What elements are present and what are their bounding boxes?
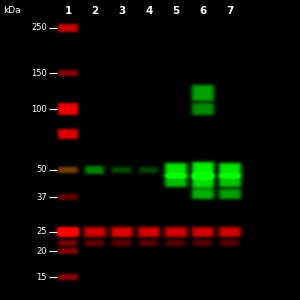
Text: 20: 20 (37, 247, 47, 256)
Text: kDa: kDa (3, 6, 21, 15)
Text: 2: 2 (92, 6, 99, 16)
Text: 3: 3 (118, 6, 126, 16)
Text: 6: 6 (200, 6, 207, 16)
Text: 150: 150 (31, 68, 47, 77)
Text: 7: 7 (226, 6, 234, 16)
Text: 4: 4 (145, 6, 153, 16)
Text: 250: 250 (31, 23, 47, 32)
Text: 1: 1 (64, 6, 72, 16)
Text: 50: 50 (37, 166, 47, 175)
Text: 15: 15 (37, 272, 47, 281)
Text: 37: 37 (36, 193, 47, 202)
Text: 100: 100 (31, 104, 47, 113)
Text: 5: 5 (172, 6, 180, 16)
Text: 25: 25 (37, 227, 47, 236)
